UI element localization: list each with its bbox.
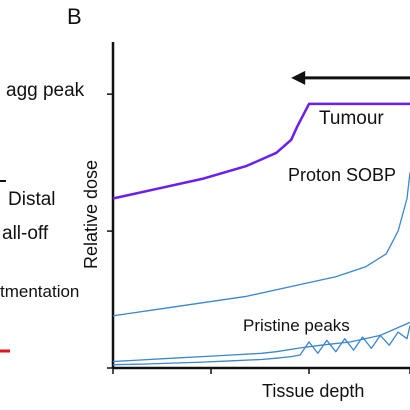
x-ticks [112,368,410,374]
panel-label: B [67,4,82,29]
tumour-arrowhead [291,70,306,85]
left-fragment-3: all-off [2,223,49,244]
pristine-peak-line-1 [112,172,410,317]
left-fragment-1: agg peak [6,80,85,101]
proton-sobp-line [112,102,410,200]
proton-sobp-label: Proton SOBP [288,165,396,185]
pristine-peaks-label: Pristine peaks [243,316,350,335]
left-fragment-4: tmentation [0,282,79,301]
y-axis-label: Relative dose [81,160,101,269]
pristine-peak-line-3 [112,325,410,366]
tumour-label: Tumour [319,108,384,129]
x-axis-label: Tissue depth [262,381,364,401]
left-fragment-2: Distal [8,189,56,210]
y-ticks [107,93,113,369]
series-layer [112,102,410,366]
